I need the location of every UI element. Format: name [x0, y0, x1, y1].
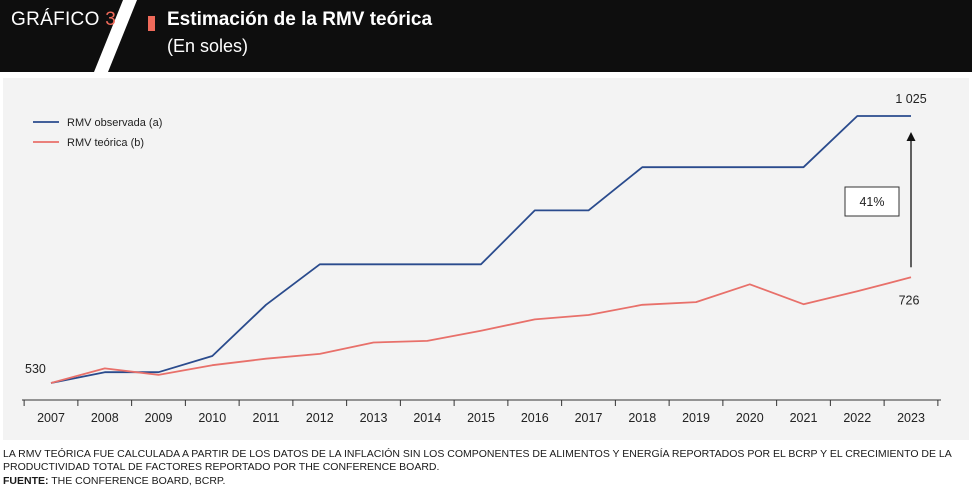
x-tick-label: 2016: [521, 411, 549, 425]
chart-source: FUENTE: THE CONFERENCE BOARD, BCRP.: [3, 475, 225, 487]
series-line-rmv-observada: [50, 115, 911, 384]
x-tick-label: 2012: [306, 411, 334, 425]
chart-title: Estimación de la RMV teórica: [167, 9, 433, 30]
source-text: THE CONFERENCE BOARD, BCRP.: [48, 475, 226, 487]
x-tick-label: 2023: [897, 411, 925, 425]
x-tick-label: 2022: [843, 411, 871, 425]
gap-arrow-head-icon: [906, 132, 916, 141]
x-tick-label: 2013: [360, 411, 388, 425]
gap-percent-box: [844, 186, 900, 217]
title-marker-icon: [148, 16, 155, 31]
x-tick-label: 2017: [575, 411, 603, 425]
legend-label: RMV teórica (b): [67, 137, 144, 149]
gap-percent-label: 41%: [859, 195, 884, 209]
x-tick-label: 2009: [145, 411, 173, 425]
figure-label: GRÁFICO 3: [11, 9, 116, 31]
line-chart: 2007 2008 2009 2010 2011 2012 2013 2014 2015 2016…: [22, 92, 941, 425]
end-theoretical-label: 726: [899, 293, 920, 307]
chart-header: GRÁFICO 3 Estimación de la RMV teórica (…: [0, 0, 972, 72]
header-slash-decoration: [94, 0, 137, 72]
x-tick-label: 2011: [253, 411, 280, 425]
x-tick-label: 2010: [198, 411, 226, 425]
x-tick-label: 2007: [37, 411, 65, 425]
start-value-label: 530: [25, 362, 46, 376]
end-observed-label: 1 025: [895, 92, 926, 106]
x-tick-label: 2018: [628, 411, 656, 425]
x-tick-label: 2020: [736, 411, 764, 425]
x-tick-label: 2015: [467, 411, 495, 425]
figure-number: 3: [105, 9, 117, 30]
x-tick-label: 2021: [790, 411, 818, 425]
source-label: FUENTE:: [3, 475, 49, 487]
x-tick-label: 2008: [91, 411, 119, 425]
chart-note: LA RMV TEÓRICA FUE CALCULADA A PARTIR DE…: [3, 448, 952, 473]
chart-subtitle: (En soles): [167, 36, 249, 56]
chart-panel: 2007 2008 2009 2010 2011 2012 2013 2014 2015 2016…: [3, 78, 969, 440]
x-tick-label: 2014: [413, 411, 441, 425]
x-tick-label: 2019: [682, 411, 710, 425]
legend-label: RMV observada (a): [67, 117, 162, 129]
series-line-rmv-teorica: [50, 276, 912, 384]
figure-word: GRÁFICO: [11, 9, 100, 30]
